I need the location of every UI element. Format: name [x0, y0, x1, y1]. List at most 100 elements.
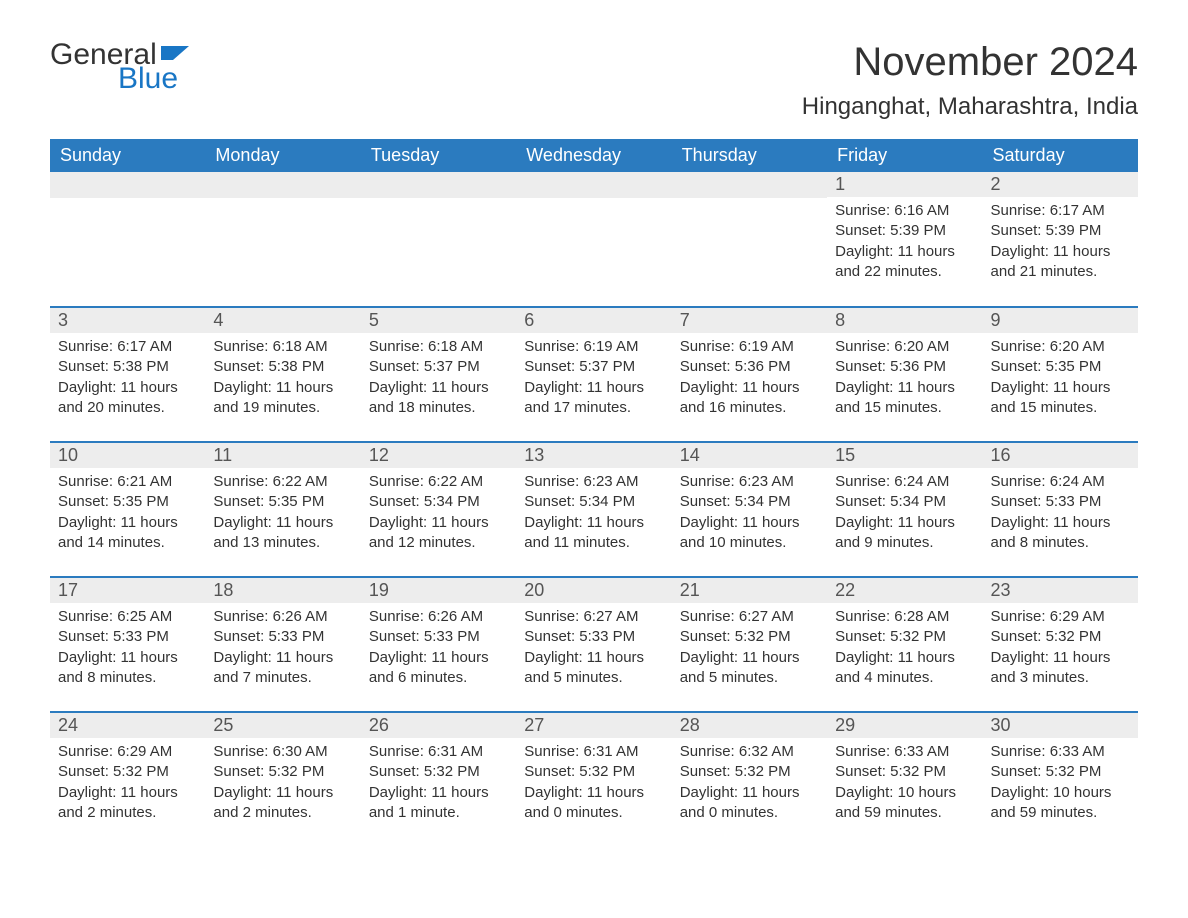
sunset-text: Sunset: 5:33 PM: [524, 627, 663, 647]
calendar-day-cell: [361, 172, 516, 307]
day-number: 24: [50, 713, 205, 738]
day-info: Sunrise: 6:22 AMSunset: 5:35 PMDaylight:…: [205, 468, 360, 557]
day-info: Sunrise: 6:24 AMSunset: 5:33 PMDaylight:…: [983, 468, 1138, 557]
header: General Blue November 2024 Hinganghat, M…: [50, 40, 1138, 121]
empty-daynum: [672, 172, 827, 198]
daylight-text: Daylight: 11 hours and 8 minutes.: [991, 513, 1130, 554]
sunset-text: Sunset: 5:32 PM: [835, 762, 974, 782]
calendar-day-cell: 12Sunrise: 6:22 AMSunset: 5:34 PMDayligh…: [361, 442, 516, 577]
day-info: Sunrise: 6:32 AMSunset: 5:32 PMDaylight:…: [672, 738, 827, 827]
weekday-header: Thursday: [672, 139, 827, 172]
calendar-day-cell: 8Sunrise: 6:20 AMSunset: 5:36 PMDaylight…: [827, 307, 982, 442]
calendar-day-cell: 17Sunrise: 6:25 AMSunset: 5:33 PMDayligh…: [50, 577, 205, 712]
calendar-day-cell: 22Sunrise: 6:28 AMSunset: 5:32 PMDayligh…: [827, 577, 982, 712]
sunrise-text: Sunrise: 6:22 AM: [369, 472, 508, 492]
daylight-text: Daylight: 11 hours and 13 minutes.: [213, 513, 352, 554]
day-info: Sunrise: 6:19 AMSunset: 5:37 PMDaylight:…: [516, 333, 671, 422]
sunset-text: Sunset: 5:32 PM: [524, 762, 663, 782]
calendar-day-cell: 4Sunrise: 6:18 AMSunset: 5:38 PMDaylight…: [205, 307, 360, 442]
day-info: Sunrise: 6:18 AMSunset: 5:37 PMDaylight:…: [361, 333, 516, 422]
calendar-day-cell: 30Sunrise: 6:33 AMSunset: 5:32 PMDayligh…: [983, 712, 1138, 847]
daylight-text: Daylight: 11 hours and 8 minutes.: [58, 648, 197, 689]
day-info: Sunrise: 6:27 AMSunset: 5:33 PMDaylight:…: [516, 603, 671, 692]
sunset-text: Sunset: 5:37 PM: [524, 357, 663, 377]
sunset-text: Sunset: 5:32 PM: [369, 762, 508, 782]
day-number: 26: [361, 713, 516, 738]
day-info: Sunrise: 6:17 AMSunset: 5:39 PMDaylight:…: [983, 197, 1138, 286]
day-number: 18: [205, 578, 360, 603]
sunrise-text: Sunrise: 6:30 AM: [213, 742, 352, 762]
daylight-text: Daylight: 11 hours and 2 minutes.: [213, 783, 352, 824]
daylight-text: Daylight: 11 hours and 3 minutes.: [991, 648, 1130, 689]
day-info: Sunrise: 6:22 AMSunset: 5:34 PMDaylight:…: [361, 468, 516, 557]
daylight-text: Daylight: 11 hours and 9 minutes.: [835, 513, 974, 554]
sunset-text: Sunset: 5:34 PM: [524, 492, 663, 512]
day-info: Sunrise: 6:31 AMSunset: 5:32 PMDaylight:…: [516, 738, 671, 827]
calendar-day-cell: 28Sunrise: 6:32 AMSunset: 5:32 PMDayligh…: [672, 712, 827, 847]
calendar-day-cell: 14Sunrise: 6:23 AMSunset: 5:34 PMDayligh…: [672, 442, 827, 577]
day-info: Sunrise: 6:20 AMSunset: 5:36 PMDaylight:…: [827, 333, 982, 422]
sunset-text: Sunset: 5:32 PM: [680, 627, 819, 647]
daylight-text: Daylight: 11 hours and 15 minutes.: [835, 378, 974, 419]
logo: General Blue: [50, 40, 191, 94]
day-info: Sunrise: 6:20 AMSunset: 5:35 PMDaylight:…: [983, 333, 1138, 422]
daylight-text: Daylight: 11 hours and 21 minutes.: [991, 242, 1130, 283]
daylight-text: Daylight: 11 hours and 0 minutes.: [524, 783, 663, 824]
sunrise-text: Sunrise: 6:33 AM: [991, 742, 1130, 762]
calendar-week-row: 1Sunrise: 6:16 AMSunset: 5:39 PMDaylight…: [50, 172, 1138, 307]
sunrise-text: Sunrise: 6:24 AM: [835, 472, 974, 492]
day-number: 1: [827, 172, 982, 197]
daylight-text: Daylight: 11 hours and 5 minutes.: [524, 648, 663, 689]
day-number: 27: [516, 713, 671, 738]
daylight-text: Daylight: 11 hours and 16 minutes.: [680, 378, 819, 419]
sunset-text: Sunset: 5:39 PM: [991, 221, 1130, 241]
day-number: 5: [361, 308, 516, 333]
sunrise-text: Sunrise: 6:18 AM: [369, 337, 508, 357]
sunset-text: Sunset: 5:33 PM: [58, 627, 197, 647]
calendar-day-cell: 20Sunrise: 6:27 AMSunset: 5:33 PMDayligh…: [516, 577, 671, 712]
calendar-day-cell: 23Sunrise: 6:29 AMSunset: 5:32 PMDayligh…: [983, 577, 1138, 712]
calendar-table: Sunday Monday Tuesday Wednesday Thursday…: [50, 139, 1138, 847]
month-title: November 2024: [802, 40, 1138, 85]
empty-daynum: [205, 172, 360, 198]
day-number: 3: [50, 308, 205, 333]
sunset-text: Sunset: 5:32 PM: [680, 762, 819, 782]
empty-daynum: [516, 172, 671, 198]
calendar-week-row: 17Sunrise: 6:25 AMSunset: 5:33 PMDayligh…: [50, 577, 1138, 712]
sunrise-text: Sunrise: 6:31 AM: [524, 742, 663, 762]
day-number: 20: [516, 578, 671, 603]
calendar-day-cell: 11Sunrise: 6:22 AMSunset: 5:35 PMDayligh…: [205, 442, 360, 577]
day-info: Sunrise: 6:29 AMSunset: 5:32 PMDaylight:…: [983, 603, 1138, 692]
day-number: 15: [827, 443, 982, 468]
daylight-text: Daylight: 11 hours and 12 minutes.: [369, 513, 508, 554]
sunrise-text: Sunrise: 6:18 AM: [213, 337, 352, 357]
sunset-text: Sunset: 5:35 PM: [213, 492, 352, 512]
sunset-text: Sunset: 5:32 PM: [835, 627, 974, 647]
calendar-day-cell: 9Sunrise: 6:20 AMSunset: 5:35 PMDaylight…: [983, 307, 1138, 442]
location: Hinganghat, Maharashtra, India: [802, 93, 1138, 121]
calendar-day-cell: 19Sunrise: 6:26 AMSunset: 5:33 PMDayligh…: [361, 577, 516, 712]
calendar-day-cell: 7Sunrise: 6:19 AMSunset: 5:36 PMDaylight…: [672, 307, 827, 442]
day-number: 28: [672, 713, 827, 738]
day-info: Sunrise: 6:33 AMSunset: 5:32 PMDaylight:…: [827, 738, 982, 827]
calendar-day-cell: 29Sunrise: 6:33 AMSunset: 5:32 PMDayligh…: [827, 712, 982, 847]
daylight-text: Daylight: 11 hours and 11 minutes.: [524, 513, 663, 554]
day-number: 16: [983, 443, 1138, 468]
day-number: 22: [827, 578, 982, 603]
sunrise-text: Sunrise: 6:20 AM: [835, 337, 974, 357]
calendar-day-cell: [672, 172, 827, 307]
day-info: Sunrise: 6:31 AMSunset: 5:32 PMDaylight:…: [361, 738, 516, 827]
calendar-day-cell: 1Sunrise: 6:16 AMSunset: 5:39 PMDaylight…: [827, 172, 982, 307]
sunrise-text: Sunrise: 6:16 AM: [835, 201, 974, 221]
calendar-day-cell: 2Sunrise: 6:17 AMSunset: 5:39 PMDaylight…: [983, 172, 1138, 307]
daylight-text: Daylight: 11 hours and 19 minutes.: [213, 378, 352, 419]
sunset-text: Sunset: 5:39 PM: [835, 221, 974, 241]
daylight-text: Daylight: 10 hours and 59 minutes.: [991, 783, 1130, 824]
sunset-text: Sunset: 5:38 PM: [58, 357, 197, 377]
sunrise-text: Sunrise: 6:19 AM: [524, 337, 663, 357]
day-info: Sunrise: 6:33 AMSunset: 5:32 PMDaylight:…: [983, 738, 1138, 827]
sunrise-text: Sunrise: 6:29 AM: [991, 607, 1130, 627]
day-number: 12: [361, 443, 516, 468]
calendar-week-row: 10Sunrise: 6:21 AMSunset: 5:35 PMDayligh…: [50, 442, 1138, 577]
daylight-text: Daylight: 11 hours and 10 minutes.: [680, 513, 819, 554]
